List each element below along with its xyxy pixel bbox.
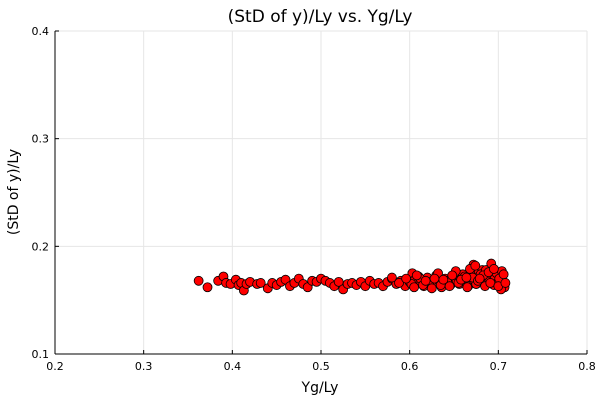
data-point [193, 275, 204, 286]
data-point [498, 269, 509, 280]
data-point [500, 278, 511, 288]
grid-lines [54, 30, 588, 355]
data-point [409, 282, 420, 293]
x-tick-label: 0.2 [46, 360, 64, 373]
data-point [411, 270, 422, 281]
data-point [394, 278, 404, 288]
data-point [429, 273, 440, 284]
data-point [420, 275, 431, 286]
data-points [193, 258, 511, 296]
y-tick-label: 0.2 [32, 240, 50, 253]
data-point [470, 260, 481, 271]
data-point [202, 282, 213, 293]
chart-title: (StD of y)/Ly vs. Yg/Ly [228, 7, 413, 27]
x-axis-label: Yg/Ly [301, 380, 339, 396]
data-point [438, 274, 449, 285]
data-point [444, 281, 455, 292]
x-tick-label: 0.4 [224, 360, 242, 373]
y-axis-label: (StD of y)/Ly [6, 149, 22, 235]
x-tick-label: 0.8 [578, 360, 596, 373]
x-tick-label: 0.6 [401, 360, 419, 373]
data-point [447, 270, 458, 281]
x-tick-label: 0.3 [135, 360, 153, 373]
data-point [462, 282, 473, 293]
y-tick-label: 0.1 [32, 348, 50, 361]
data-point [488, 264, 499, 274]
y-tick-label: 0.4 [32, 25, 50, 38]
data-point [255, 278, 266, 288]
data-point [474, 273, 485, 284]
tick-labels: 0.2 0.3 0.4 0.5 0.6 0.7 0.80.10.20.30.4 [32, 25, 596, 373]
x-tick-label: 0.5 [312, 360, 330, 373]
x-tick-label: 0.7 [490, 360, 508, 373]
data-point [401, 273, 412, 284]
data-point [461, 272, 472, 283]
axes [54, 30, 588, 355]
data-point [387, 272, 397, 283]
y-tick-label: 0.3 [32, 133, 50, 146]
data-point [426, 283, 437, 294]
